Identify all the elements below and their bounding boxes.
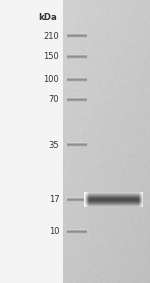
Text: 70: 70	[49, 95, 59, 104]
Text: 35: 35	[49, 141, 59, 150]
Bar	[0, 0, 63, 283]
Text: 17: 17	[49, 195, 59, 204]
Text: 150: 150	[44, 52, 59, 61]
Text: 210: 210	[44, 32, 59, 41]
Text: 10: 10	[49, 227, 59, 236]
Text: 100: 100	[44, 75, 59, 84]
Text: kDa: kDa	[38, 13, 57, 22]
